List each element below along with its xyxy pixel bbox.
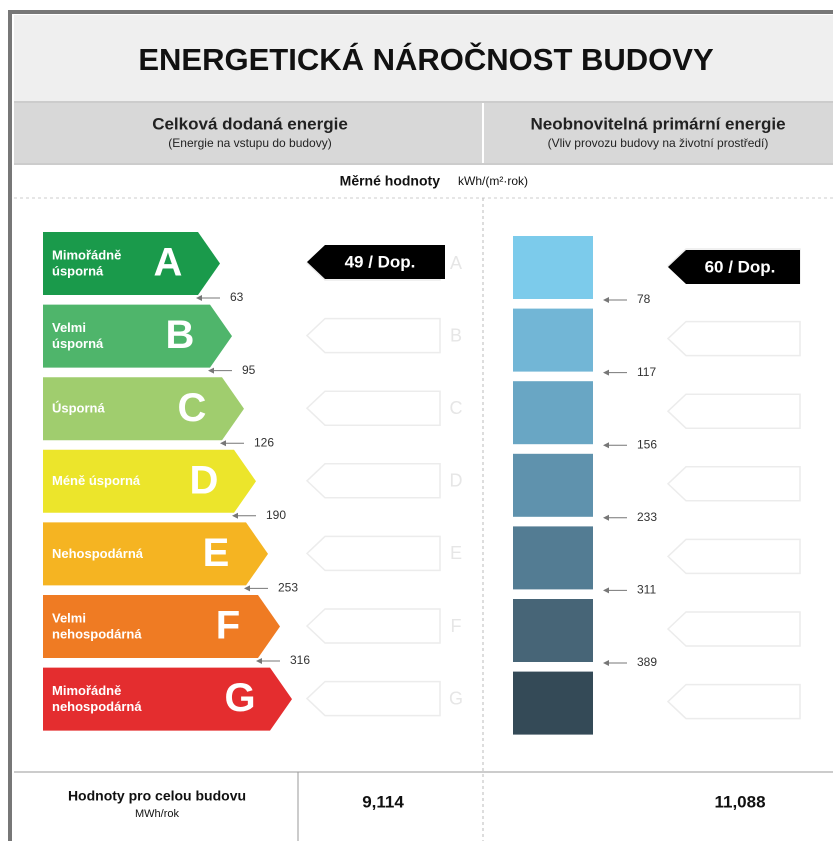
scale-slot — [666, 538, 801, 575]
scale-letter: C — [450, 398, 463, 418]
footer-left-value: 9,114 — [362, 792, 404, 811]
class-letter: D — [190, 458, 219, 502]
threshold-arrowhead — [244, 585, 250, 592]
class-label: Velmi — [52, 610, 86, 625]
scale-slot — [666, 611, 801, 647]
class-letter: B — [166, 313, 195, 357]
threshold-arrowhead — [603, 514, 609, 521]
class-label: Mimořádně — [52, 247, 121, 262]
threshold-arrowhead — [603, 297, 609, 303]
threshold: 233 — [637, 510, 657, 524]
title-band — [14, 15, 833, 101]
footer-unit: MWh/rok — [135, 808, 180, 820]
scale-slot — [305, 390, 441, 426]
scale-letter: E — [450, 543, 462, 563]
threshold: 156 — [637, 437, 657, 451]
class-arrow — [43, 667, 292, 731]
unit: kWh/(m²·rok) — [458, 174, 528, 188]
threshold-arrowhead — [603, 587, 609, 594]
class-letter: A — [154, 241, 183, 285]
threshold: 316 — [290, 653, 310, 667]
scale-slot — [305, 680, 441, 717]
class-label: Velmi — [52, 320, 86, 335]
threshold: 78 — [637, 292, 651, 306]
threshold-arrowhead — [232, 512, 238, 519]
primary-bar — [513, 308, 593, 372]
threshold: 95 — [242, 363, 256, 377]
scale-slot — [305, 608, 441, 644]
primary-bar — [513, 526, 593, 590]
header-band — [14, 103, 833, 163]
right-rating: 60 / Dop. — [705, 257, 776, 276]
threshold-arrowhead — [220, 440, 226, 447]
class-arrow — [43, 304, 232, 368]
scale-slot — [305, 535, 441, 572]
class-letter: G — [224, 676, 255, 720]
threshold: 117 — [637, 365, 656, 379]
scale-letter: B — [450, 325, 462, 345]
class-label: Mimořádně — [52, 683, 121, 698]
class-arrow — [43, 449, 256, 513]
scale-slot — [666, 466, 801, 502]
primary-bar — [513, 671, 593, 735]
scale-slot — [305, 463, 441, 499]
class-label: Méně úsporná — [52, 473, 141, 488]
scale-letter: D — [450, 471, 463, 491]
class-letter: C — [178, 386, 207, 430]
threshold: 311 — [637, 583, 656, 597]
threshold-arrowhead — [256, 658, 262, 664]
scale-letter: F — [451, 616, 462, 636]
scale-slot — [305, 317, 441, 354]
class-label: Nehospodárná — [52, 546, 144, 561]
rating-arrow — [307, 245, 445, 279]
right-subheading: (Vliv provozu budovy na životní prostřed… — [548, 136, 769, 150]
primary-bar — [513, 381, 593, 445]
footer-label: Hodnoty pro celou budovu — [68, 788, 246, 804]
left-heading: Celková dodaná energie — [152, 114, 348, 133]
threshold: 190 — [266, 508, 286, 522]
threshold: 63 — [230, 290, 244, 304]
threshold-arrowhead — [603, 442, 609, 449]
class-label: nehospodárná — [52, 626, 142, 641]
unit-label: Měrné hodnoty — [340, 173, 441, 189]
threshold: 126 — [254, 435, 274, 449]
scale-letter: A — [450, 253, 462, 273]
class-letter: F — [216, 604, 240, 648]
scale-slot — [666, 393, 801, 429]
threshold-arrowhead — [208, 367, 214, 374]
threshold-arrowhead — [196, 295, 202, 301]
class-label: nehospodárná — [52, 699, 142, 714]
title: ENERGETICKÁ NÁROČNOST BUDOVY — [138, 41, 714, 77]
threshold-arrowhead — [603, 660, 609, 666]
class-arrow — [43, 522, 268, 586]
rating-arrow — [668, 250, 800, 284]
class-arrow — [43, 377, 244, 441]
right-heading: Neobnovitelná primární energie — [530, 114, 785, 133]
class-arrow — [43, 595, 280, 658]
primary-bar — [513, 599, 593, 662]
class-label: Úsporná — [52, 401, 106, 416]
scale-slot — [666, 683, 801, 720]
left-subheading: (Energie na vstupu do budovy) — [168, 136, 331, 150]
class-letter: E — [203, 531, 230, 575]
scale-slot — [666, 320, 801, 357]
class-arrow — [43, 232, 220, 295]
primary-bar — [513, 236, 593, 299]
threshold: 389 — [637, 655, 657, 669]
scale-letter: G — [449, 688, 463, 708]
threshold-arrowhead — [603, 369, 609, 376]
threshold: 253 — [278, 581, 298, 595]
left-rating: 49 / Dop. — [345, 252, 416, 271]
footer-right-value: 11,088 — [714, 792, 765, 811]
class-label: úsporná — [52, 336, 104, 351]
primary-bar — [513, 453, 593, 517]
class-label: úsporná — [52, 263, 104, 278]
